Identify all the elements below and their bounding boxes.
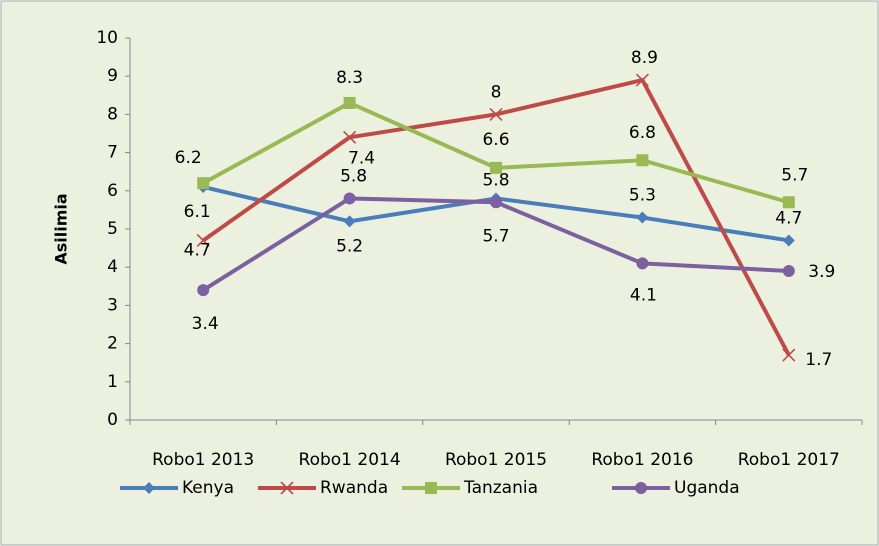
y-tick-label: 7	[107, 143, 118, 163]
series: 3.4 5.8 5.7 4.1 3.9	[192, 166, 836, 334]
marker	[782, 234, 795, 247]
data-label: 3.4	[192, 314, 219, 334]
marker	[635, 73, 649, 87]
y-tick-label: 9	[107, 66, 118, 86]
legend-label: Tanzania	[463, 478, 538, 498]
marker	[343, 130, 357, 144]
y-tick-label: 6	[107, 181, 118, 201]
marker	[280, 481, 294, 495]
marker	[636, 257, 649, 270]
data-label: 8.9	[631, 48, 658, 68]
x-tick-label: Robo1 2016	[591, 450, 693, 470]
data-label: 5.8	[340, 166, 367, 186]
data-label: 4.1	[630, 285, 657, 305]
data-label: 7.4	[348, 148, 375, 168]
data-label: 5.7	[482, 226, 509, 246]
marker	[489, 107, 503, 121]
data-label: 5.3	[629, 186, 656, 206]
y-axis-label: Asilimia	[52, 193, 71, 264]
y-tick-label: 0	[107, 410, 118, 430]
marker	[343, 96, 356, 109]
legend-label: Kenya	[182, 478, 234, 498]
data-label: 6.8	[629, 123, 656, 143]
data-label: 3.9	[808, 262, 835, 282]
legend-label: Uganda	[674, 478, 740, 498]
data-label: 4.7	[184, 240, 211, 260]
marker	[782, 196, 795, 209]
data-label: 8	[491, 82, 502, 102]
marker	[196, 233, 210, 248]
marker	[197, 177, 210, 190]
data-label: 8.3	[336, 68, 363, 88]
data-label: 1.7	[805, 350, 832, 370]
x-tick-label: Robo1 2013	[152, 450, 254, 470]
y-tick-label: 8	[107, 104, 118, 124]
data-label: 6.6	[482, 130, 509, 150]
x-tick-label: Robo1 2015	[445, 450, 547, 470]
marker	[343, 215, 356, 228]
marker	[636, 154, 649, 167]
y-tick-label: 10	[96, 28, 118, 48]
marker	[425, 482, 437, 494]
marker	[636, 211, 649, 224]
data-label: 4.7	[775, 208, 802, 228]
marker	[782, 265, 795, 278]
data-label: 5.2	[336, 236, 363, 256]
data-label: 5.8	[482, 170, 509, 190]
y-tick-label: 4	[107, 257, 118, 277]
marker	[343, 192, 356, 205]
y-tick-label: 3	[107, 295, 118, 315]
x-tick-label: Robo1 2014	[299, 450, 401, 470]
marker	[782, 348, 796, 362]
y-tick-label: 2	[107, 334, 118, 354]
marker	[490, 196, 502, 209]
data-label: 6.1	[184, 202, 211, 222]
x-tick-label: Robo1 2017	[738, 450, 840, 470]
y-tick-label: 5	[107, 219, 118, 239]
marker	[143, 482, 155, 494]
data-label: 5.7	[781, 165, 808, 185]
series: 6.2 8.3 6.6 6.8 5.7	[175, 68, 808, 209]
marker	[490, 161, 502, 174]
marker	[197, 284, 210, 297]
data-label: 6.2	[175, 148, 202, 168]
marker	[635, 482, 647, 494]
legend-label: Rwanda	[320, 478, 388, 498]
y-tick-label: 1	[107, 372, 118, 392]
series: 4.7 7.4 8 8.9 1.7	[184, 48, 833, 370]
